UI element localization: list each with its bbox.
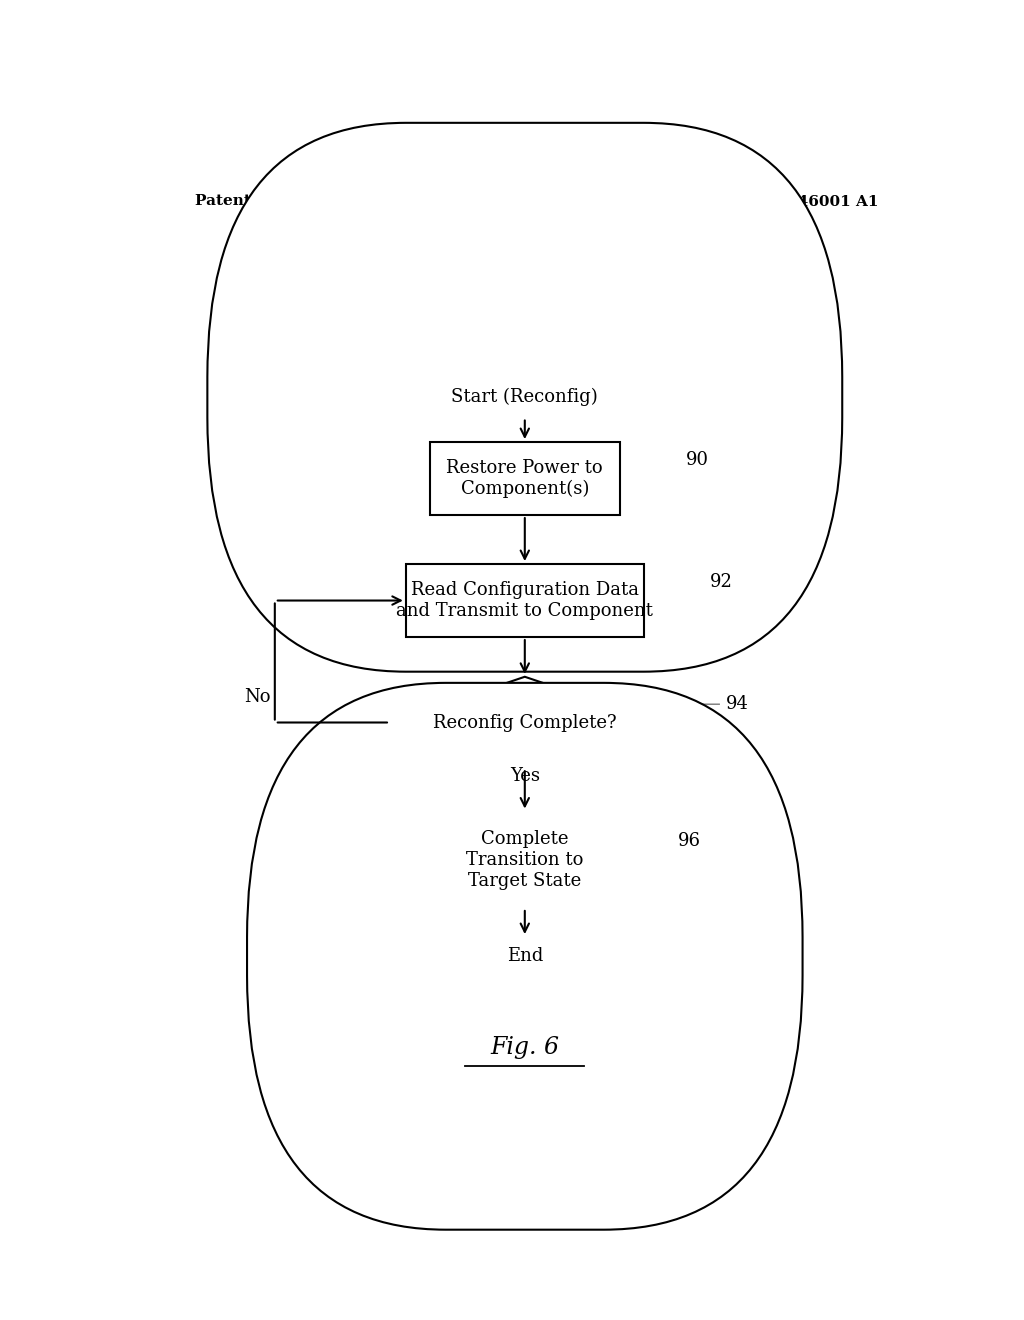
FancyBboxPatch shape [247, 682, 803, 1230]
Text: Restore Power to
Component(s): Restore Power to Component(s) [446, 459, 603, 498]
Text: Reconfig Complete?: Reconfig Complete? [433, 714, 616, 731]
Text: Complete
Transition to
Target State: Complete Transition to Target State [466, 830, 584, 890]
Text: Start (Reconfig): Start (Reconfig) [452, 388, 598, 407]
Text: Fig. 6: Fig. 6 [490, 1036, 559, 1059]
Text: End: End [507, 948, 543, 965]
Text: 90: 90 [686, 451, 709, 470]
Text: 96: 96 [678, 833, 701, 850]
Text: 94: 94 [726, 696, 749, 713]
Polygon shape [390, 677, 659, 768]
Text: Yes: Yes [510, 767, 540, 785]
FancyBboxPatch shape [437, 812, 612, 908]
Text: Read Configuration Data
and Transmit to Component: Read Configuration Data and Transmit to … [396, 581, 653, 620]
FancyBboxPatch shape [406, 564, 644, 638]
Text: 92: 92 [710, 573, 732, 591]
Text: Dec. 3, 2015   Sheet 6 of 10: Dec. 3, 2015 Sheet 6 of 10 [452, 194, 687, 209]
FancyBboxPatch shape [207, 123, 842, 672]
Text: No: No [245, 688, 270, 706]
Text: Patent Application Publication: Patent Application Publication [196, 194, 458, 209]
FancyBboxPatch shape [430, 442, 620, 515]
Text: US 2015/0346001 A1: US 2015/0346001 A1 [699, 194, 879, 209]
